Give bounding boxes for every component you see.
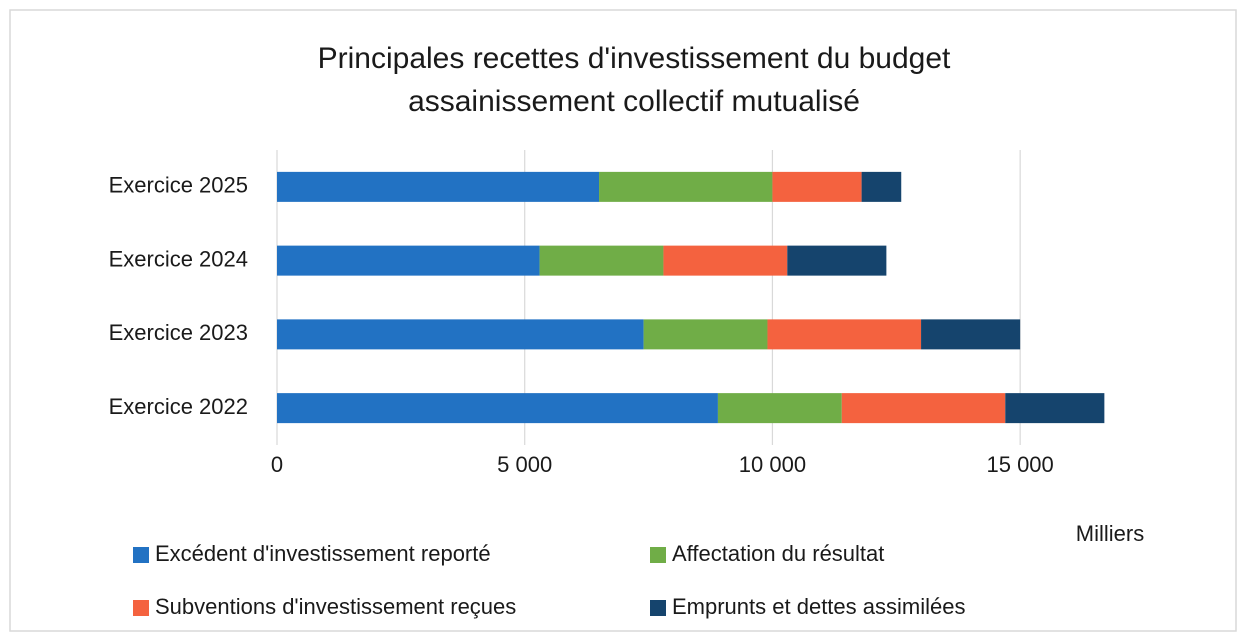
bar-segment bbox=[277, 245, 540, 276]
bar-segment bbox=[539, 245, 664, 276]
bar-segment bbox=[921, 319, 1021, 350]
x-tick-label: 10 000 bbox=[739, 452, 806, 477]
legend-swatch bbox=[650, 547, 666, 563]
legend-swatch bbox=[650, 600, 666, 616]
chart-title: Principales recettes d'investissement du… bbox=[318, 42, 951, 75]
y-tick-label: Exercice 2025 bbox=[109, 173, 248, 198]
y-tick-label: Exercice 2023 bbox=[109, 320, 248, 345]
x-unit-label: Milliers bbox=[1076, 521, 1144, 546]
x-tick-label: 5 000 bbox=[497, 452, 552, 477]
legend-swatch bbox=[133, 547, 149, 563]
bar-segment bbox=[717, 393, 842, 424]
bar-segment bbox=[861, 171, 902, 202]
bar-segment bbox=[277, 171, 600, 202]
chart-title: assainissement collectif mutualisé bbox=[408, 85, 860, 118]
legend-label: Affectation du résultat bbox=[672, 541, 884, 566]
bar-segment bbox=[277, 393, 718, 424]
bar-segment bbox=[767, 319, 922, 350]
bar-segment bbox=[599, 171, 773, 202]
x-tick-label: 15 000 bbox=[986, 452, 1053, 477]
legend-label: Emprunts et dettes assimilées bbox=[672, 594, 965, 619]
y-tick-label: Exercice 2022 bbox=[109, 394, 248, 419]
y-tick-label: Exercice 2024 bbox=[109, 246, 248, 271]
bar-segment bbox=[1005, 393, 1105, 424]
legend-label: Subventions d'investissement reçues bbox=[155, 594, 516, 619]
bar-segment bbox=[787, 245, 887, 276]
legend-label: Excédent d'investissement reporté bbox=[155, 541, 491, 566]
bar-segment bbox=[772, 171, 862, 202]
bar-segment bbox=[643, 319, 768, 350]
x-tick-label: 0 bbox=[271, 452, 283, 477]
legend-swatch bbox=[133, 600, 149, 616]
bar-segment bbox=[277, 319, 644, 350]
bar-segment bbox=[841, 393, 1006, 424]
bar-segment bbox=[663, 245, 788, 276]
